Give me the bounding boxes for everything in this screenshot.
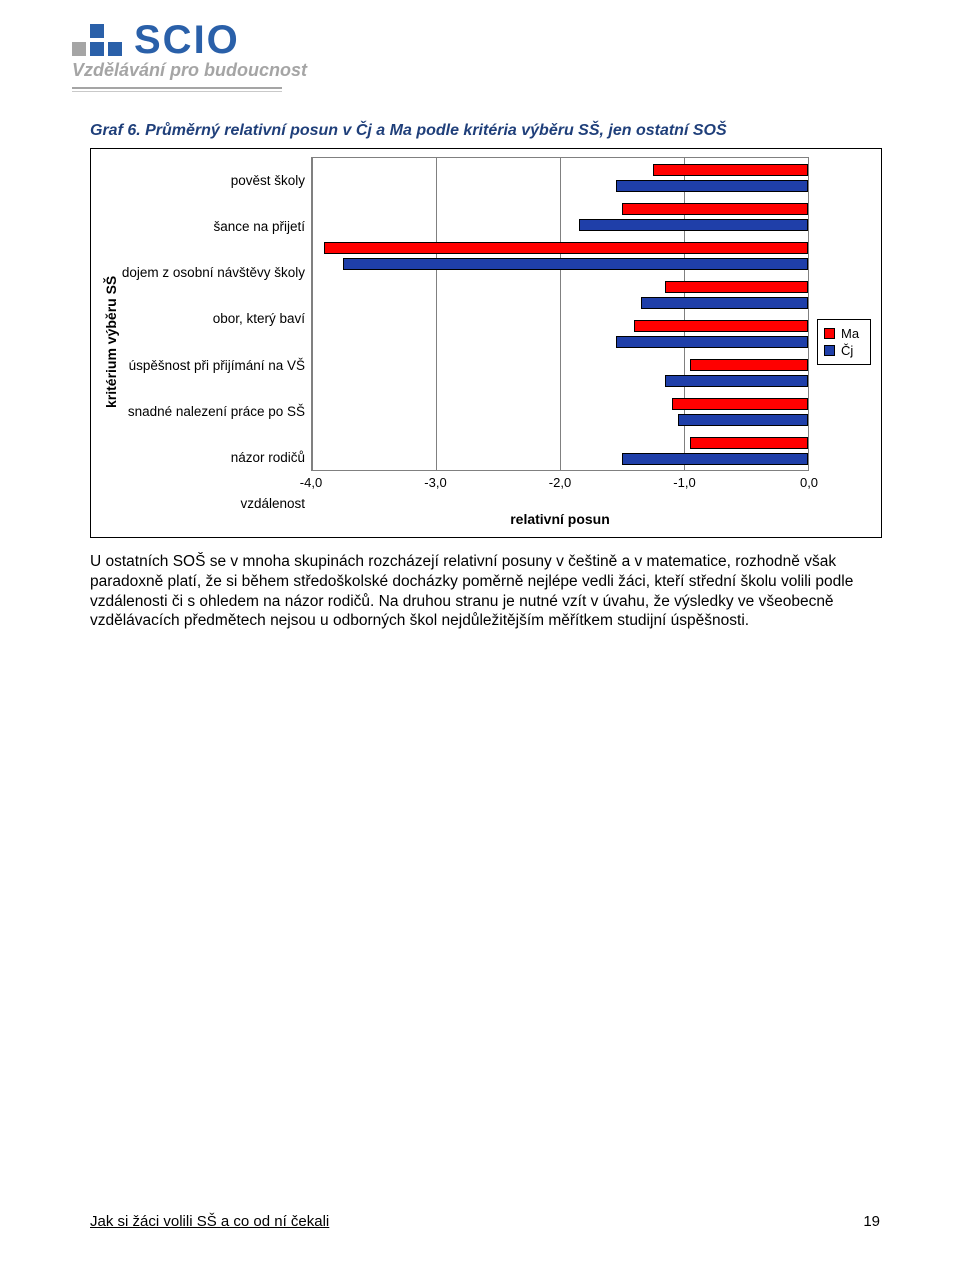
chart-title: Graf 6. Průměrný relativní posun v Čj a …: [90, 122, 880, 140]
x-tick-label: -3,0: [424, 475, 446, 490]
category-label: názor rodičů: [121, 450, 305, 465]
bar-čj: [616, 180, 808, 192]
legend-label: Čj: [841, 343, 853, 358]
logo-name: SCIO: [134, 22, 240, 58]
category-label: snadné nalezení práce po SŠ: [121, 404, 305, 419]
bar-čj: [622, 453, 808, 465]
y-axis-title: kritérium výběru SŠ: [101, 157, 121, 527]
bar-čj: [641, 297, 808, 309]
bar-ma: [672, 398, 808, 410]
logo-tagline: Vzdělávání pro budoucnost: [72, 60, 960, 81]
logo-mark-icon: [72, 24, 122, 58]
footer-title: Jak si žáci volili SŠ a co od ní čekali: [90, 1213, 329, 1230]
category-label: pověst školy: [121, 173, 305, 188]
chart-row: [312, 392, 808, 431]
legend-swatch-icon: [824, 345, 835, 356]
bar-ma: [622, 203, 808, 215]
chart-row: [312, 275, 808, 314]
bar-ma: [690, 359, 808, 371]
chart-row: [312, 197, 808, 236]
bar-čj: [343, 258, 808, 270]
bar-ma: [634, 320, 808, 332]
chart-row: [312, 236, 808, 275]
legend-item: Čj: [824, 343, 864, 358]
category-label: dojem z osobní návštěvy školy: [121, 265, 305, 280]
bar-ma: [653, 164, 808, 176]
legend-item: Ma: [824, 326, 864, 341]
chart-plot-area: [311, 157, 809, 471]
logo: SCIO: [72, 22, 960, 58]
x-tick-label: 0,0: [800, 475, 818, 490]
bar-ma: [324, 242, 808, 254]
category-label: obor, který baví: [121, 311, 305, 326]
chart-row: [312, 431, 808, 470]
chart-row: [312, 158, 808, 197]
page-header: SCIO Vzdělávání pro budoucnost: [0, 0, 960, 92]
category-label: šance na přijetí: [121, 219, 305, 234]
category-label: úspěšnost při přijímání na VŠ: [121, 358, 305, 373]
chart-container: kritérium výběru SŠ pověst školy šance na…: [90, 148, 882, 538]
x-tick-label: -2,0: [549, 475, 571, 490]
chart-legend: Ma Čj: [817, 319, 871, 365]
bar-ma: [665, 281, 808, 293]
bar-ma: [690, 437, 808, 449]
bar-čj: [616, 336, 808, 348]
bar-čj: [579, 219, 808, 231]
category-label: vzdálenost: [121, 496, 305, 511]
gridline: [808, 158, 809, 470]
category-labels: pověst školy šance na přijetí dojem z osob…: [121, 157, 311, 527]
legend-label: Ma: [841, 326, 859, 341]
chart-row: [312, 314, 808, 353]
legend-swatch-icon: [824, 328, 835, 339]
bar-čj: [665, 375, 808, 387]
x-axis-ticks: -4,0-3,0-2,0-1,00,0: [311, 471, 809, 489]
x-tick-label: -1,0: [673, 475, 695, 490]
page-footer: Jak si žáci volili SŠ a co od ní čekali …: [90, 1213, 880, 1230]
chart-row: [312, 353, 808, 392]
body-paragraph: U ostatních SOŠ se v mnoha skupinách roz…: [90, 552, 882, 631]
page-content: Graf 6. Průměrný relativní posun v Čj a …: [0, 92, 960, 631]
bar-čj: [678, 414, 808, 426]
x-axis-title: relativní posun: [311, 511, 809, 527]
x-tick-label: -4,0: [300, 475, 322, 490]
page-number: 19: [863, 1213, 880, 1230]
